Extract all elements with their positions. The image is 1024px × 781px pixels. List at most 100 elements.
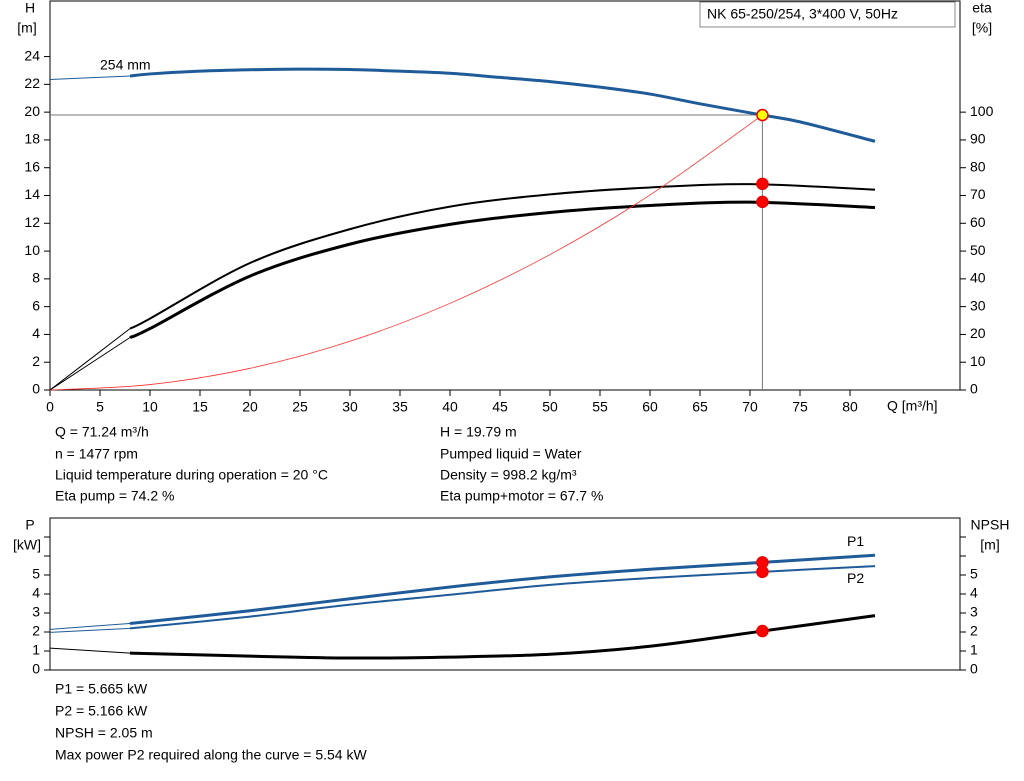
- curve: [49, 114, 763, 391]
- x-tick-label: 20: [242, 399, 258, 415]
- info-text: Density = 998.2 kg/m³: [440, 467, 577, 483]
- y-tick-label: 6: [32, 297, 40, 313]
- operating-point: [756, 177, 769, 191]
- y-tick-label: 2: [32, 353, 40, 369]
- info-text: Liquid temperature during operation = 20…: [55, 467, 328, 483]
- x-tick-label: 65: [692, 399, 708, 415]
- operating-point: [756, 195, 769, 209]
- info-text: Max power P2 required along the curve = …: [55, 747, 367, 763]
- y-tick-label: 24: [24, 47, 40, 63]
- y2-tick-label: 20: [970, 325, 986, 341]
- curve: [49, 75, 131, 80]
- x-tick-label: 60: [642, 399, 658, 415]
- x-tick-label: 30: [342, 399, 358, 415]
- x-tick-label: 40: [442, 399, 458, 415]
- plot-frame: [49, 0, 961, 391]
- title-box: [699, 1, 956, 28]
- y2-tick-label: 5: [970, 566, 978, 582]
- x-tick-label: 70: [742, 399, 758, 415]
- y-tick-label: 5: [32, 566, 40, 582]
- y-tick-label: 8: [32, 270, 40, 286]
- y-axis-unit: [m]: [17, 20, 36, 36]
- curve: [129, 565, 876, 630]
- y2-tick-label: 90: [970, 131, 986, 147]
- y2-tick-label: 1: [970, 642, 978, 658]
- x-tick-label: 0: [46, 399, 54, 415]
- y-tick-label: 12: [24, 214, 40, 230]
- y2-tick-label: 70: [970, 186, 986, 202]
- y2-tick-label: 3: [970, 604, 978, 620]
- y2-tick-label: 0: [970, 661, 978, 677]
- y2-tick-label: 100: [970, 103, 994, 119]
- info-text: P1 = 5.665 kW: [55, 681, 148, 697]
- x-tick-label: 50: [542, 399, 558, 415]
- operating-point: [756, 624, 769, 638]
- y2-tick-label: 30: [970, 297, 986, 313]
- y-axis-unit: [kW]: [13, 537, 41, 553]
- y-tick-label: 0: [32, 381, 40, 397]
- y-tick-label: 1: [32, 642, 40, 658]
- y2-tick-label: 10: [970, 353, 986, 369]
- info-text: P2 = 5.166 kW: [55, 703, 148, 719]
- y2-tick-label: 50: [970, 242, 986, 258]
- info-text: H = 19.79 m: [440, 424, 517, 440]
- curve: [49, 647, 131, 654]
- y2-tick-label: 0: [970, 381, 978, 397]
- y-tick-label: 22: [24, 75, 40, 91]
- y-tick-label: 20: [24, 103, 40, 119]
- curve: [49, 328, 131, 391]
- y-tick-label: 16: [24, 158, 40, 174]
- curve-label: 254 mm: [100, 57, 151, 73]
- curve: [129, 67, 876, 143]
- curve: [129, 200, 876, 339]
- y-tick-label: 18: [24, 131, 40, 147]
- y2-tick-label: 80: [970, 158, 986, 174]
- y-axis-title: P: [25, 517, 34, 533]
- y-tick-label: 10: [24, 242, 40, 258]
- info-text: Eta pump+motor = 67.7 %: [440, 488, 603, 504]
- y2-axis-unit: [%]: [972, 20, 992, 36]
- info-text: NPSH = 2.05 m: [55, 725, 153, 741]
- x-tick-label: 45: [492, 399, 508, 415]
- y-tick-label: 2: [32, 623, 40, 639]
- x-tick-label: 80: [842, 399, 858, 415]
- y-tick-label: 4: [32, 325, 40, 341]
- y2-axis-title: NPSH: [971, 517, 1010, 533]
- y-tick-label: 0: [32, 661, 40, 677]
- curve: [49, 337, 131, 391]
- x-tick-label: 75: [792, 399, 808, 415]
- curve: [49, 622, 131, 630]
- x-tick-label: 5: [96, 399, 104, 415]
- y-tick-label: 3: [32, 604, 40, 620]
- curve: [129, 183, 876, 330]
- y-axis-title: H: [25, 0, 35, 16]
- y-tick-label: 14: [24, 186, 40, 202]
- y-tick-label: 4: [32, 585, 40, 601]
- x-tick-label: 55: [592, 399, 608, 415]
- x-tick-label: 10: [142, 399, 158, 415]
- plot-frame: [49, 517, 961, 671]
- y2-tick-label: 2: [970, 623, 978, 639]
- x-tick-label: 25: [292, 399, 308, 415]
- operating-point: [756, 565, 769, 579]
- y2-axis-unit: [m]: [980, 537, 999, 553]
- chart-title: NK 65-250/254, 3*400 V, 50Hz: [707, 6, 898, 22]
- curve: [129, 614, 876, 660]
- curve: [49, 627, 131, 633]
- y2-axis-title: eta: [972, 0, 992, 16]
- curve-label: P1: [847, 533, 864, 549]
- x-tick-label: 15: [192, 399, 208, 415]
- y2-tick-label: 60: [970, 214, 986, 230]
- info-text: n = 1477 rpm: [55, 446, 138, 462]
- y2-tick-label: 4: [970, 585, 978, 601]
- info-text: Q = 71.24 m³/h: [55, 424, 149, 440]
- x-axis-title: Q [m³/h]: [887, 398, 938, 414]
- y2-tick-label: 40: [970, 270, 986, 286]
- info-text: Eta pump = 74.2 %: [55, 488, 174, 504]
- curve-label: P2: [847, 570, 864, 586]
- info-text: Pumped liquid = Water: [440, 446, 582, 462]
- curve: [129, 553, 876, 625]
- x-tick-label: 35: [392, 399, 408, 415]
